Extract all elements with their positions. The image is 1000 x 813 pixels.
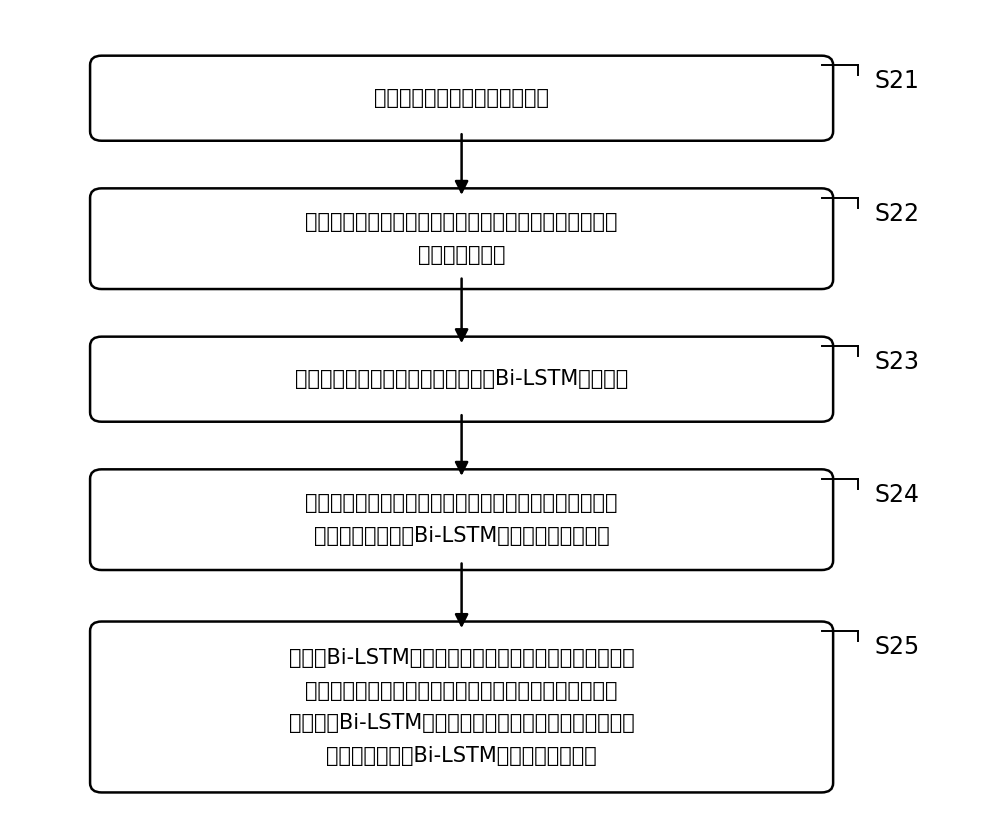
- Text: S23: S23: [874, 350, 919, 374]
- FancyBboxPatch shape: [90, 469, 833, 570]
- Text: 根据所述样本数和所述时间步长构建Bi-LSTM网络模型: 根据所述样本数和所述时间步长构建Bi-LSTM网络模型: [295, 369, 628, 389]
- Text: S21: S21: [874, 69, 919, 93]
- Text: 根据预处理后的训练无线数据对网络权值进行迭代更新，: 根据预处理后的训练无线数据对网络权值进行迭代更新，: [305, 680, 618, 701]
- FancyBboxPatch shape: [90, 337, 833, 422]
- Text: 中的特征数量输入Bi-LSTM网络模型中进行训练: 中的特征数量输入Bi-LSTM网络模型中进行训练: [314, 526, 609, 546]
- FancyBboxPatch shape: [90, 189, 833, 289]
- Text: 当所述Bi-LSTM网络模型训练完成一次之后，通过优化器: 当所述Bi-LSTM网络模型训练完成一次之后，通过优化器: [289, 648, 634, 667]
- Text: 将所述样本数、所述时间步长和预处理后的训练无线数据: 将所述样本数、所述时间步长和预处理后的训练无线数据: [305, 493, 618, 513]
- Text: 练周期时，所述Bi-LSTM网络模型训练完成: 练周期时，所述Bi-LSTM网络模型训练完成: [326, 746, 597, 766]
- Text: S25: S25: [874, 635, 920, 659]
- Text: 对所述训练无线数据进行预处理: 对所述训练无线数据进行预处理: [374, 88, 549, 108]
- Text: 直至所述Bi-LSTM网络模型的训练周期大于或等于预设训: 直至所述Bi-LSTM网络模型的训练周期大于或等于预设训: [289, 713, 634, 733]
- Text: S22: S22: [874, 202, 919, 226]
- Text: S24: S24: [874, 483, 919, 506]
- FancyBboxPatch shape: [90, 55, 833, 141]
- Text: 根据预处理后的训练无线数据中的时间步长，确定样本数: 根据预处理后的训练无线数据中的时间步长，确定样本数: [305, 212, 618, 233]
- FancyBboxPatch shape: [90, 621, 833, 793]
- Text: 和预设训练周期: 和预设训练周期: [418, 245, 505, 265]
